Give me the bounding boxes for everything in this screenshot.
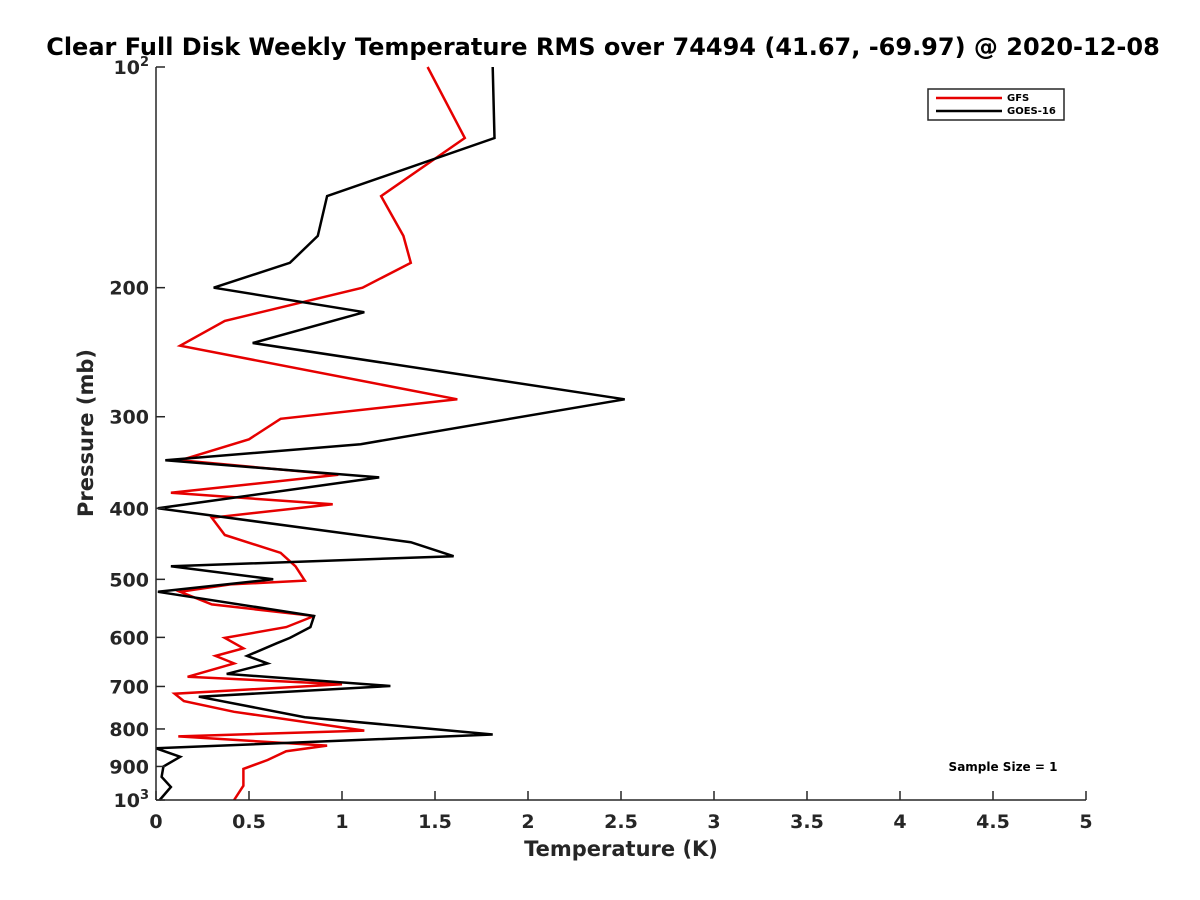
x-tick-label: 2.5 [604,811,638,833]
y-tick-label: 400 [109,498,149,520]
x-tick-label: 5 [1079,811,1092,833]
legend-label-goes-16: GOES-16 [1007,106,1056,117]
x-tick-label: 3.5 [790,811,824,833]
y-tick-label: 10 [114,790,140,812]
y-tick-label: 600 [109,627,149,649]
series-line-gfs [170,66,467,801]
x-tick-label: 0.5 [232,811,266,833]
x-axis-label: Temperature (K) [524,837,718,861]
series-layer [155,66,625,801]
x-tick-label: 4.5 [976,811,1010,833]
x-tick-label: 0 [149,811,162,833]
sample-size-annotation: Sample Size = 1 [949,760,1058,774]
legend-label-gfs: GFS [1007,93,1029,104]
x-ticks: 0 0.5 1 1.5 2 2.5 3 3.5 4 4.5 5 [149,791,1093,833]
plot-area [156,67,1086,800]
y-tick-label: 300 [109,407,149,429]
x-tick-label: 2 [521,811,534,833]
y-tick-label: 200 [109,278,149,300]
y-tick-label: 500 [109,569,149,591]
plot-background [156,67,1086,800]
y-tick-exponent: 2 [140,55,149,70]
y-tick-label: 10 [114,57,140,79]
x-tick-label: 1.5 [418,811,452,833]
y-tick-exponent: 3 [140,788,149,803]
y-tick-label: 800 [109,719,149,741]
x-tick-label: 4 [893,811,906,833]
y-tick-label: 900 [109,756,149,778]
y-tick-label: 700 [109,676,149,698]
x-tick-label: 3 [707,811,720,833]
legend-box [927,88,1065,121]
y-axis-label: Pressure (mb) [74,349,98,517]
legend: GFS GOES-16 [927,88,1065,121]
series-line-goes-16 [155,66,625,801]
chart-title: Clear Full Disk Weekly Temperature RMS o… [46,33,1160,61]
x-tick-label: 1 [335,811,348,833]
